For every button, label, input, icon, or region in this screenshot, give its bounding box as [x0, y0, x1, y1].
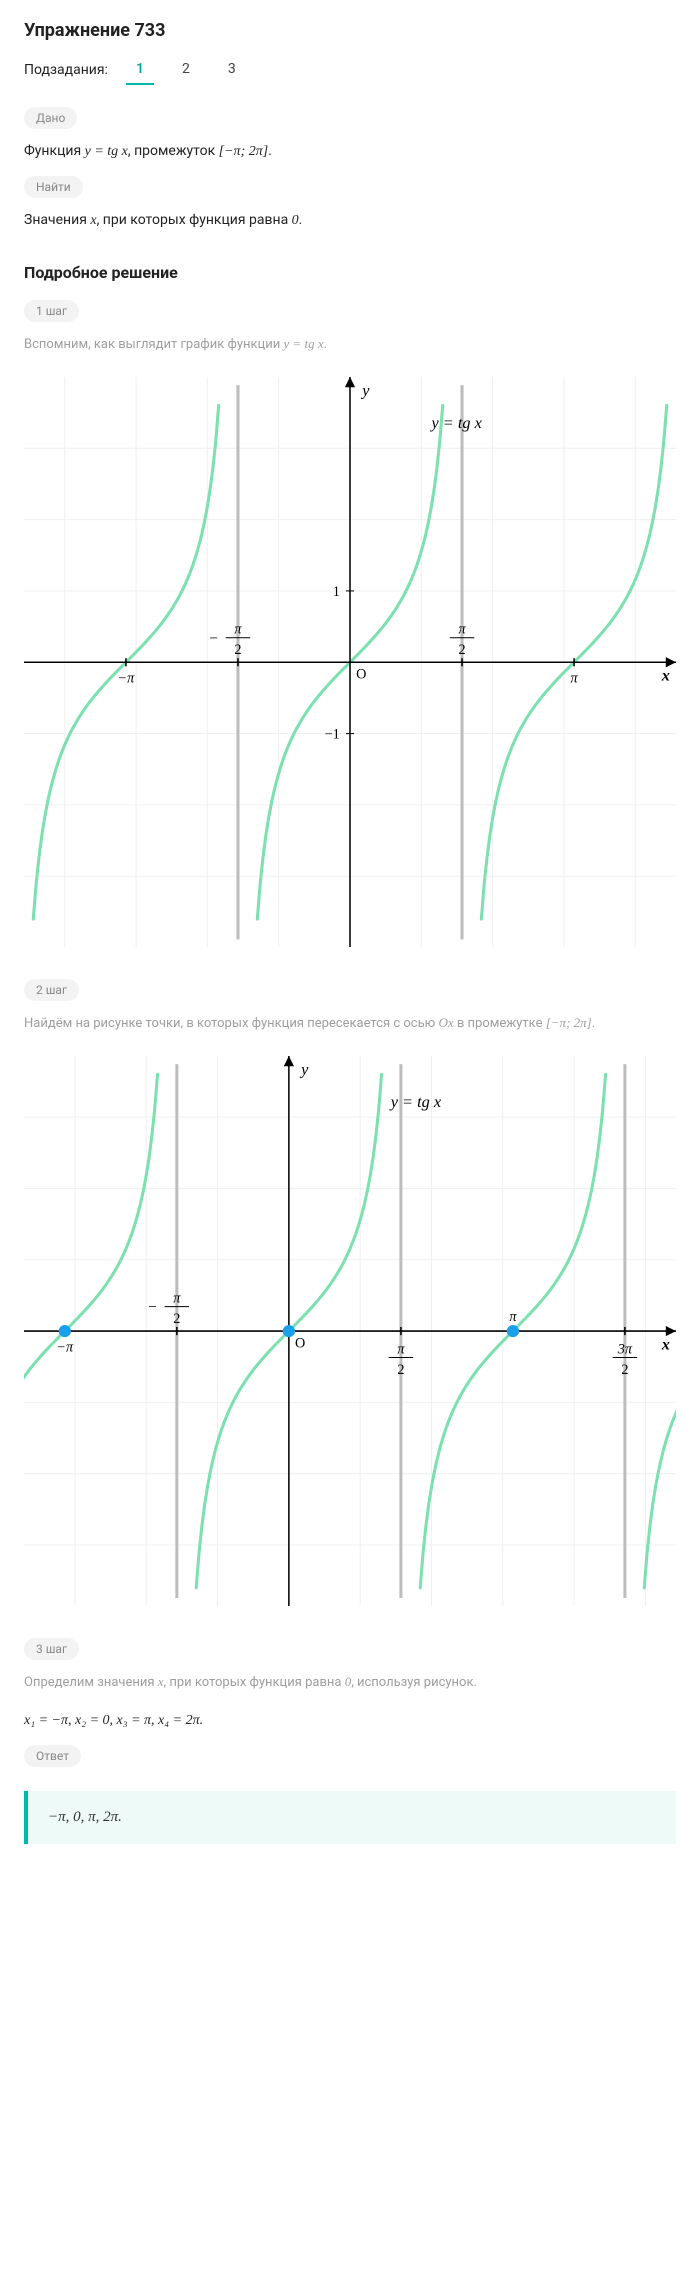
svg-text:x: x — [661, 665, 670, 684]
svg-text:2: 2 — [621, 1361, 628, 1377]
svg-text:2: 2 — [173, 1310, 180, 1326]
tab-3[interactable]: 3 — [218, 55, 246, 85]
tabs-row: Подзадания: 1 2 3 — [24, 55, 676, 85]
svg-text:1: 1 — [333, 584, 340, 600]
step3-prefix: Определим значения — [24, 1675, 158, 1690]
svg-text:−1: −1 — [325, 726, 340, 742]
find-zero: 0 — [292, 213, 299, 228]
page-title: Упражнение 733 — [24, 20, 676, 41]
tan-graph-2: yxO−π−π2π2π3π2y = tg x — [24, 1056, 676, 1606]
given-pill: Дано — [24, 107, 77, 129]
step1-text: Вспомним, как выглядит график функции y … — [24, 334, 676, 355]
svg-text:π: π — [173, 1290, 181, 1306]
answer-box: −π, 0, π, 2π. — [24, 1791, 676, 1844]
svg-text:y: y — [360, 380, 370, 399]
svg-text:π: π — [397, 1341, 405, 1357]
given-mid: , промежуток — [128, 143, 219, 159]
chart-1: yxO1−1−π−π2π2πy = tg x — [24, 373, 676, 952]
step2-text: Найдём на рисунке точки, в которых функц… — [24, 1013, 676, 1034]
svg-text:π: π — [458, 621, 466, 637]
given-suffix: . — [268, 143, 272, 159]
given-text: Функция y = tg x, промежуток [−π; 2π]. — [24, 141, 676, 162]
step2-pill: 2 шаг — [24, 979, 79, 1001]
step2-interval: [−π; 2π] — [546, 1015, 592, 1030]
step3-suffix: , используя рисунок. — [351, 1675, 477, 1690]
svg-text:O: O — [356, 666, 366, 682]
svg-text:π: π — [570, 670, 578, 686]
step2-axis: Ox — [439, 1015, 454, 1030]
given-interval: [−π; 2π] — [219, 144, 269, 159]
find-suffix: . — [299, 212, 303, 228]
step1-func: y = tg x — [283, 336, 323, 351]
chart-2: yxO−π−π2π2π3π2y = tg x — [24, 1052, 676, 1610]
step3-mid: , при которых функция равна — [164, 1675, 345, 1690]
step1-prefix: Вспомним, как выглядит график функции — [24, 337, 283, 352]
svg-text:y = tg x: y = tg x — [430, 412, 483, 431]
step2-mid: в промежутке — [454, 1016, 546, 1031]
svg-text:−π: −π — [118, 670, 136, 686]
tab-2[interactable]: 2 — [172, 55, 200, 85]
svg-text:π: π — [509, 1308, 517, 1324]
svg-text:2: 2 — [234, 642, 241, 658]
svg-text:π: π — [234, 621, 242, 637]
step2-suffix: . — [592, 1016, 595, 1031]
solution-title: Подробное решение — [24, 263, 676, 282]
svg-text:2: 2 — [458, 642, 465, 658]
svg-text:O: O — [295, 1335, 305, 1351]
step3-text: Определим значения x, при которых функци… — [24, 1672, 676, 1693]
find-mid: , при которых функция равна — [97, 212, 292, 228]
tabs-label: Подзадания: — [24, 62, 108, 78]
step3-pill: 3 шаг — [24, 1638, 79, 1660]
step3-result: x₁ = −π, x₂ = 0, x₃ = π, x₄ = 2π. — [24, 1710, 676, 1731]
answer-pill: Ответ — [24, 1745, 81, 1767]
svg-text:−: − — [209, 629, 218, 646]
svg-text:y: y — [299, 1059, 309, 1078]
svg-text:3π: 3π — [617, 1341, 633, 1357]
step1-suffix: . — [324, 337, 327, 352]
find-pill: Найти — [24, 176, 83, 198]
svg-text:−π: −π — [56, 1339, 74, 1355]
tan-graph-1: yxO1−1−π−π2π2πy = tg x — [24, 377, 676, 948]
find-prefix: Значения — [24, 212, 90, 228]
step1-pill: 1 шаг — [24, 300, 79, 322]
tab-1[interactable]: 1 — [126, 55, 154, 85]
given-func: y = tg x — [85, 144, 128, 159]
svg-text:x: x — [661, 1334, 670, 1353]
svg-text:y = tg x: y = tg x — [389, 1091, 442, 1110]
find-text: Значения x, при которых функция равна 0. — [24, 210, 676, 231]
svg-text:−: − — [148, 1298, 157, 1315]
given-prefix: Функция — [24, 143, 85, 159]
step2-prefix: Найдём на рисунке точки, в которых функц… — [24, 1016, 439, 1031]
svg-text:2: 2 — [397, 1361, 404, 1377]
